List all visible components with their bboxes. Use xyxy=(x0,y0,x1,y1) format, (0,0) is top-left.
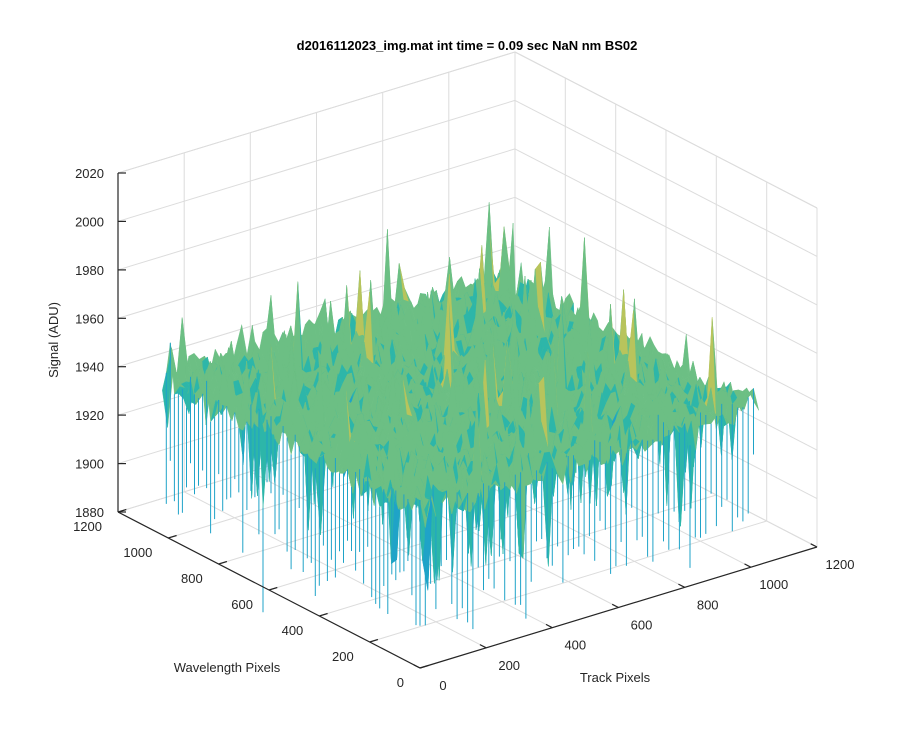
y-tick xyxy=(268,586,278,591)
y-axis-label: Wavelength Pixels xyxy=(174,660,281,675)
x-tick xyxy=(810,543,818,548)
wall-grid-z xyxy=(117,148,516,271)
y-tick-label: 200 xyxy=(332,649,354,664)
wall-grid-z xyxy=(514,99,818,257)
wall-grid-z xyxy=(514,196,818,354)
x-axis-label: Track Pixels xyxy=(580,670,651,685)
x-tick xyxy=(413,664,421,669)
box-edge xyxy=(514,51,818,209)
z-tick-label: 2020 xyxy=(75,166,104,181)
z-tick-label: 2000 xyxy=(75,214,104,229)
x-tick xyxy=(678,583,685,588)
z-tick-label: 1920 xyxy=(75,408,104,423)
y-tick-label: 600 xyxy=(231,597,253,612)
x-tick-label: 800 xyxy=(697,597,719,612)
x-tick xyxy=(744,563,752,568)
x-tick xyxy=(611,603,619,609)
wall-grid-z xyxy=(117,196,516,319)
wall-grid-z xyxy=(514,148,818,306)
wall-grid-z xyxy=(514,245,818,403)
z-tick-label: 1900 xyxy=(75,457,104,472)
x-tick-label: 1000 xyxy=(759,577,788,592)
z-tick-label: 1960 xyxy=(75,311,104,326)
z-tick-label: 1940 xyxy=(75,360,104,375)
x-tick-label: 0 xyxy=(439,678,446,693)
y-tick-label: 0 xyxy=(397,675,404,690)
y-tick-label: 400 xyxy=(282,623,304,638)
surface xyxy=(162,202,759,630)
x-tick xyxy=(545,623,553,629)
z-tick-label: 1980 xyxy=(75,263,104,278)
y-tick xyxy=(168,534,177,539)
floor-grid-y xyxy=(319,494,717,617)
z-tick-label: 1880 xyxy=(75,505,104,520)
y-tick-label: 1200 xyxy=(73,519,102,534)
y-tick xyxy=(419,664,429,669)
wall-grid-z xyxy=(117,99,516,222)
chart-title: d2016112023_img.mat int time = 0.09 sec … xyxy=(297,38,638,53)
z-axis-label: Signal (ADU) xyxy=(46,302,61,378)
y-tick-label: 1000 xyxy=(123,545,152,560)
y-tick xyxy=(218,560,228,565)
y-tick-label: 800 xyxy=(181,571,203,586)
x-tick-label: 600 xyxy=(631,618,653,633)
box-edge xyxy=(117,51,516,174)
x-tick-label: 400 xyxy=(564,638,586,653)
x-tick-label: 200 xyxy=(498,658,520,673)
x-tick-label: 1200 xyxy=(826,557,855,572)
floor-grid-y xyxy=(369,520,767,643)
y-tick xyxy=(319,612,328,617)
x-tick xyxy=(479,644,487,649)
y-tick xyxy=(369,638,379,643)
